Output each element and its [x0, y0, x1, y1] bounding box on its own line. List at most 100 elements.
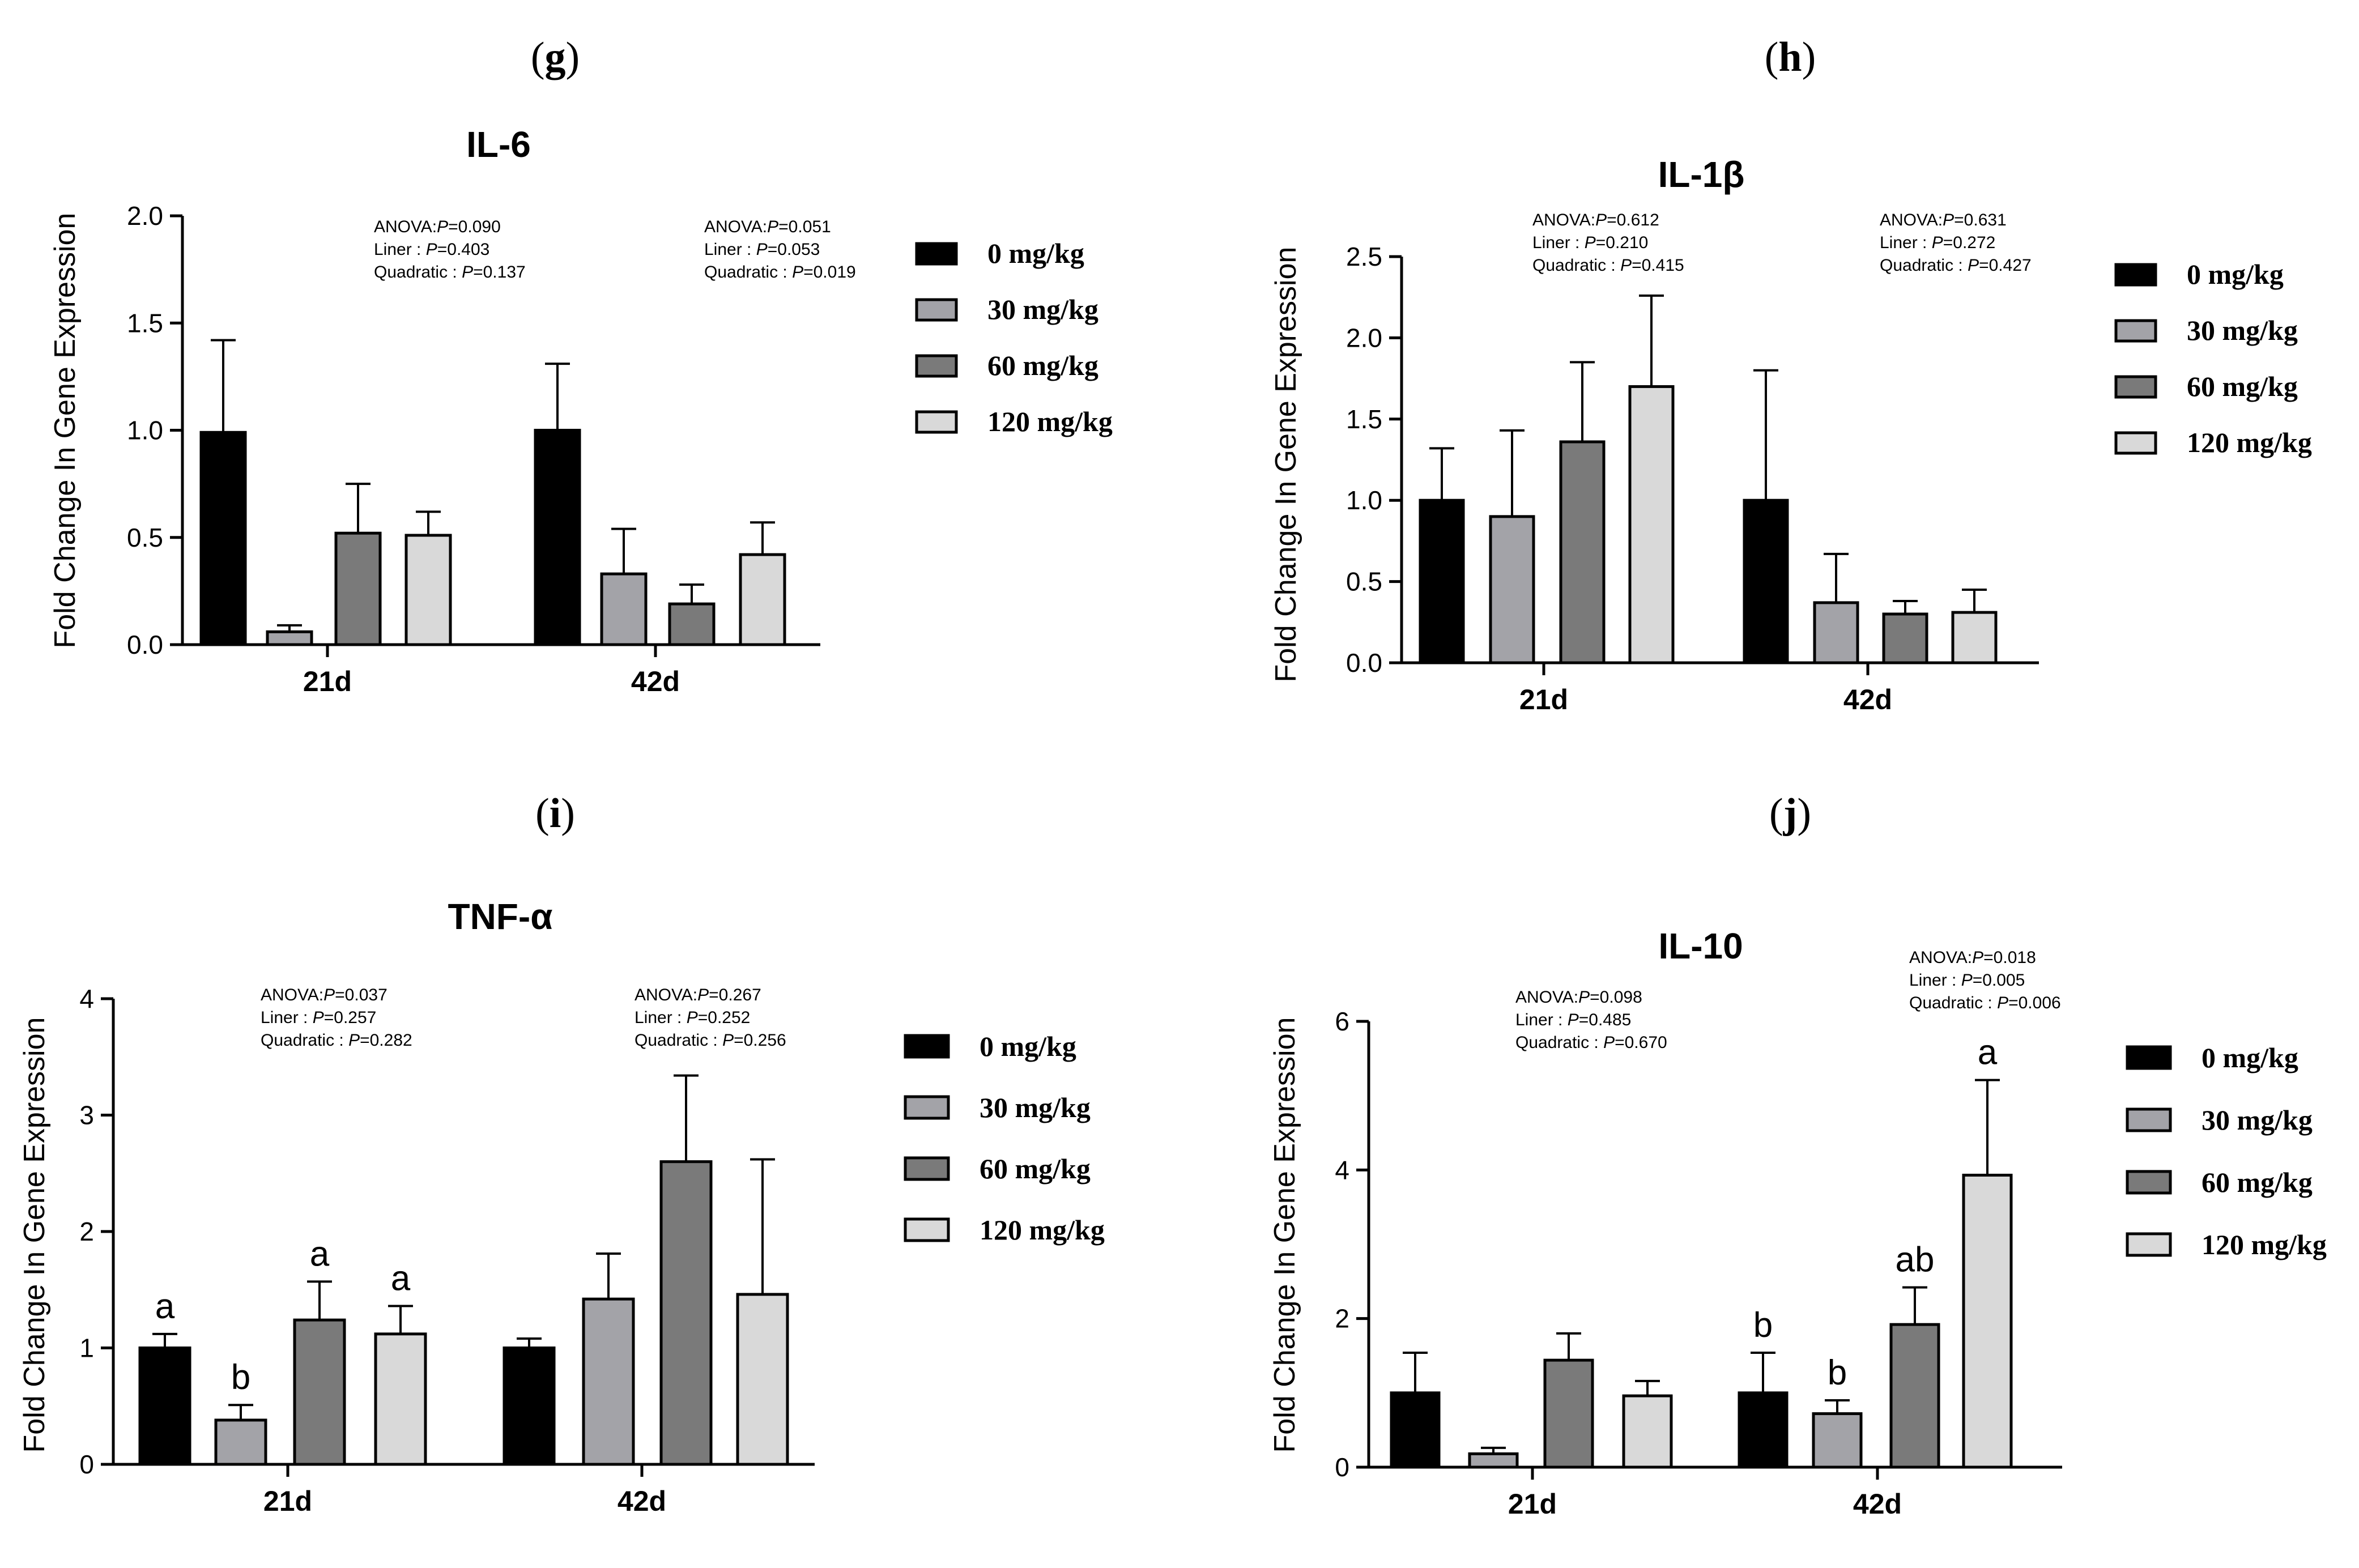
- bar: [1390, 1391, 1441, 1469]
- legend-swatch: [2126, 1232, 2172, 1257]
- legend-swatch: [2114, 319, 2157, 343]
- y-tick-label: 4: [79, 984, 94, 1013]
- bar: [1419, 498, 1465, 664]
- legend-label: 60 mg/kg: [2202, 1166, 2313, 1198]
- legend-swatch: [915, 242, 958, 266]
- y-tick-label: 1.5: [127, 308, 163, 338]
- y-axis-label: Fold Change In Gene Expression: [18, 1017, 51, 1453]
- panel-label: (j): [1769, 790, 1811, 837]
- chart-title: IL-6: [466, 124, 531, 165]
- legend-label: 0 mg/kg: [987, 237, 1084, 269]
- y-tick-label: 2.0: [127, 201, 163, 231]
- stat-liner: Liner : P=0.053: [704, 240, 820, 259]
- bar: [659, 1160, 713, 1466]
- x-tick-label: 21d: [1508, 1488, 1557, 1520]
- y-tick-label: 2.5: [1346, 242, 1382, 271]
- y-tick-label: 2: [79, 1217, 94, 1246]
- stat-anova: ANOVA:P=0.051: [704, 218, 831, 236]
- y-tick-label: 2: [1335, 1304, 1349, 1333]
- y-axis-label: Fold Change In Gene Expression: [1268, 1017, 1301, 1453]
- significance-letter: b: [1753, 1306, 1773, 1345]
- stat-anova: ANOVA:P=0.037: [261, 986, 388, 1004]
- stat-liner: Liner : P=0.272: [1880, 233, 1995, 252]
- y-tick-label: 0.0: [127, 630, 163, 659]
- bar: [582, 1297, 635, 1466]
- legend-swatch: [904, 1034, 950, 1059]
- chart-title: IL-1β: [1658, 154, 1745, 195]
- significance-letter: a: [391, 1259, 411, 1298]
- stat-quadratic: Quadratic : P=0.427: [1880, 256, 2032, 275]
- legend-label: 60 mg/kg: [980, 1153, 1091, 1184]
- y-tick-label: 0.0: [1346, 648, 1382, 678]
- bar: [138, 1347, 191, 1466]
- bar: [1559, 440, 1606, 664]
- legend-swatch: [915, 354, 958, 378]
- chart-panel: (h) IL-1β Fold Change In Gene Expression 0.…: [1270, 34, 2312, 715]
- stat-anova: ANOVA:P=0.631: [1880, 211, 2007, 229]
- y-tick-label: 6: [1335, 1007, 1349, 1036]
- bar: [503, 1347, 556, 1466]
- legend-label: 30 mg/kg: [987, 293, 1098, 325]
- legend-label: 120 mg/kg: [2202, 1229, 2327, 1260]
- legend-swatch: [915, 410, 958, 434]
- bar: [1962, 1174, 2013, 1469]
- stat-quadratic: Quadratic : P=0.019: [704, 263, 856, 282]
- stat-quadratic: Quadratic : P=0.415: [1532, 256, 1684, 275]
- stat-liner: Liner : P=0.257: [261, 1008, 376, 1027]
- bar: [1889, 1323, 1940, 1469]
- y-tick-label: 3: [79, 1101, 94, 1130]
- stat-quadratic: Quadratic : P=0.006: [1909, 994, 2061, 1012]
- y-axis-label: Fold Change In Gene Expression: [49, 213, 82, 649]
- significance-letter: a: [155, 1287, 175, 1326]
- y-tick-label: 0: [79, 1450, 94, 1479]
- y-tick-label: 1.0: [1346, 485, 1382, 515]
- legend-label: 30 mg/kg: [2187, 314, 2298, 346]
- stat-quadratic: Quadratic : P=0.282: [261, 1031, 412, 1050]
- bar: [1812, 1412, 1863, 1469]
- stat-anova: ANOVA:P=0.267: [635, 986, 761, 1004]
- legend-label: 30 mg/kg: [2202, 1104, 2313, 1136]
- x-tick-label: 21d: [303, 666, 352, 697]
- legend-swatch: [2114, 375, 2157, 399]
- legend-label: 0 mg/kg: [2187, 258, 2284, 290]
- legend-swatch: [904, 1156, 950, 1181]
- legend-label: 120 mg/kg: [987, 406, 1113, 437]
- legend-swatch: [2114, 263, 2157, 287]
- bar: [1882, 612, 1928, 664]
- bar: [736, 1293, 789, 1466]
- chart-title: TNF-α: [448, 896, 552, 937]
- panel-label: (g): [531, 34, 580, 80]
- legend-label: 120 mg/kg: [980, 1214, 1105, 1246]
- bar: [1738, 1391, 1789, 1469]
- bar: [1628, 385, 1675, 664]
- stat-anova: ANOVA:P=0.018: [1909, 948, 2036, 967]
- bar: [1468, 1452, 1519, 1469]
- x-tick-label: 21d: [1519, 684, 1568, 715]
- bar: [1813, 601, 1859, 664]
- legend-swatch: [2126, 1107, 2172, 1132]
- legend-swatch: [2114, 431, 2157, 455]
- chart-panel: (i) TNF-α Fold Change In Gene Expression 0 1…: [18, 790, 1105, 1517]
- significance-letter: ab: [1896, 1241, 1935, 1280]
- bar: [534, 429, 581, 646]
- legend-label: 0 mg/kg: [980, 1030, 1076, 1062]
- legend-label: 60 mg/kg: [2187, 370, 2298, 402]
- chart-panel: (j) IL-10 Fold Change In Gene Expression 0 2…: [1268, 790, 2327, 1520]
- y-tick-label: 1: [79, 1333, 94, 1363]
- stat-quadratic: Quadratic : P=0.256: [635, 1031, 786, 1050]
- legend-label: 60 mg/kg: [987, 350, 1098, 381]
- panel-label: (i): [535, 790, 575, 837]
- significance-letter: b: [231, 1358, 250, 1397]
- significance-letter: a: [1978, 1033, 1998, 1072]
- bar: [1543, 1358, 1594, 1469]
- stat-liner: Liner : P=0.485: [1515, 1011, 1631, 1029]
- legend-label: 120 mg/kg: [2187, 427, 2312, 458]
- legend-swatch: [904, 1217, 950, 1242]
- y-tick-label: 2.0: [1346, 323, 1382, 352]
- y-tick-label: 4: [1335, 1155, 1349, 1184]
- bar: [1489, 515, 1535, 664]
- y-tick-label: 0: [1335, 1452, 1349, 1482]
- legend-label: 30 mg/kg: [980, 1092, 1091, 1123]
- y-tick-label: 0.5: [127, 523, 163, 552]
